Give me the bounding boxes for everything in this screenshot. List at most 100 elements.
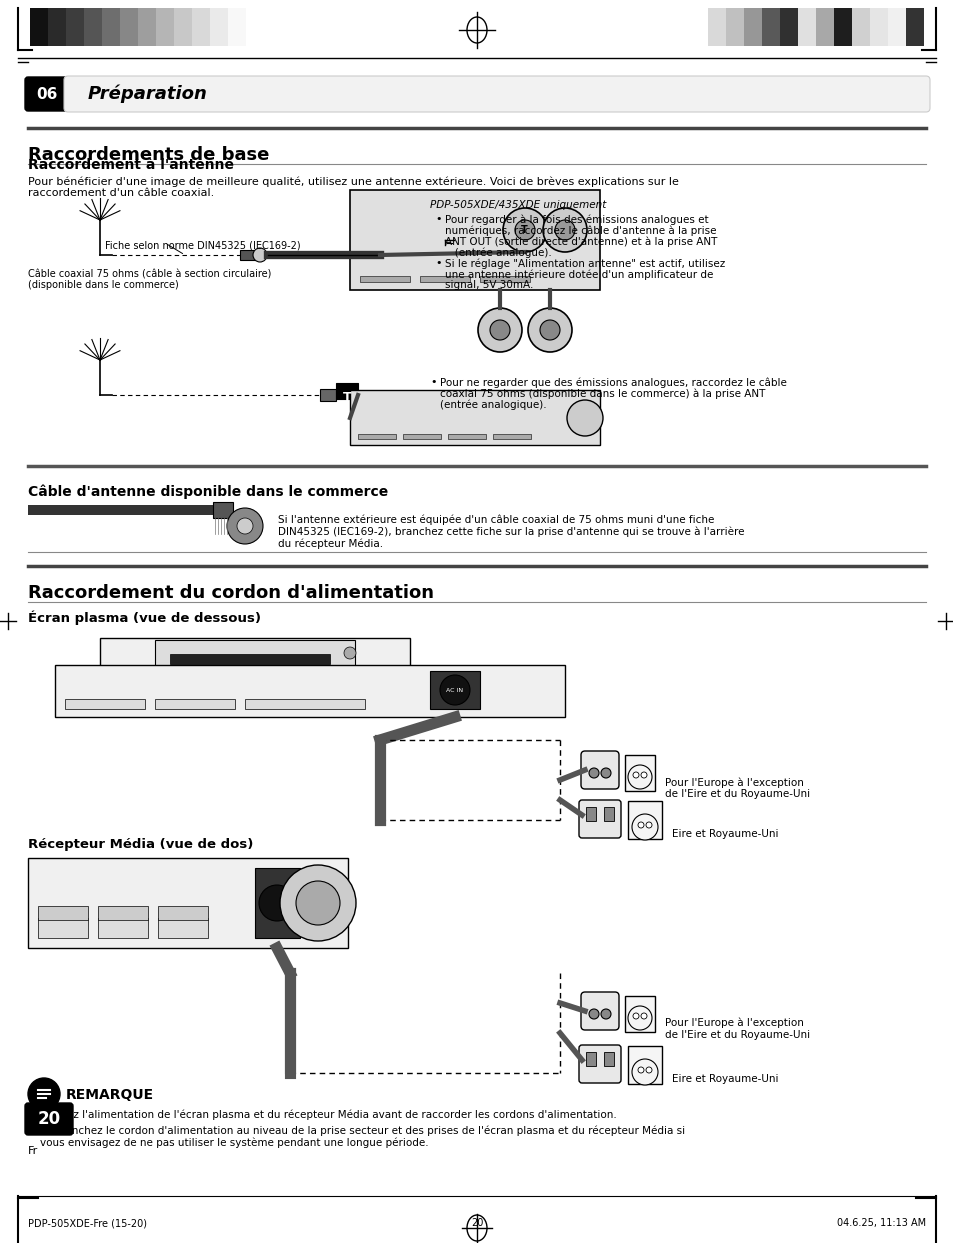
Bar bbox=[65, 699, 145, 709]
Bar bbox=[55, 665, 564, 717]
Bar bbox=[170, 654, 330, 664]
Circle shape bbox=[645, 1066, 651, 1073]
Bar bbox=[102, 7, 120, 46]
Bar bbox=[833, 7, 851, 46]
Text: Coupez l'alimentation de l'écran plasma et du récepteur Média avant de raccorder: Coupez l'alimentation de l'écran plasma … bbox=[40, 1110, 616, 1120]
Bar bbox=[254, 868, 299, 938]
Bar bbox=[585, 1052, 596, 1066]
Text: T: T bbox=[520, 225, 527, 235]
FancyBboxPatch shape bbox=[580, 992, 618, 1030]
Text: Câble d'antenne disponible dans le commerce: Câble d'antenne disponible dans le comme… bbox=[28, 484, 388, 498]
Circle shape bbox=[631, 1059, 658, 1085]
Bar bbox=[48, 7, 66, 46]
Circle shape bbox=[640, 1013, 646, 1019]
Circle shape bbox=[631, 814, 658, 840]
Bar bbox=[725, 7, 743, 46]
FancyBboxPatch shape bbox=[64, 76, 929, 112]
FancyBboxPatch shape bbox=[25, 1103, 73, 1135]
Circle shape bbox=[633, 1013, 639, 1019]
Bar bbox=[624, 996, 655, 1032]
Bar bbox=[627, 1047, 661, 1084]
Circle shape bbox=[295, 881, 339, 925]
Circle shape bbox=[227, 508, 263, 544]
Bar bbox=[350, 190, 599, 290]
Bar bbox=[98, 919, 148, 938]
Bar bbox=[154, 699, 234, 709]
Bar bbox=[479, 276, 530, 282]
Circle shape bbox=[638, 822, 643, 828]
Circle shape bbox=[502, 208, 546, 252]
Text: T: T bbox=[342, 392, 351, 404]
Circle shape bbox=[645, 822, 651, 828]
Text: Écran plasma (vue de dessous): Écran plasma (vue de dessous) bbox=[28, 610, 261, 624]
Text: PDP-505XDE/435XDE uniquement: PDP-505XDE/435XDE uniquement bbox=[430, 200, 606, 210]
Bar bbox=[707, 7, 725, 46]
Circle shape bbox=[633, 772, 639, 778]
Text: AC IN: AC IN bbox=[446, 687, 463, 692]
Circle shape bbox=[267, 252, 273, 259]
Bar bbox=[624, 755, 655, 791]
Bar bbox=[120, 7, 138, 46]
Bar bbox=[869, 7, 887, 46]
Bar bbox=[419, 276, 470, 282]
Circle shape bbox=[600, 1009, 610, 1019]
Circle shape bbox=[253, 249, 267, 262]
Text: Raccordement du cordon d'alimentation: Raccordement du cordon d'alimentation bbox=[28, 584, 434, 602]
Text: Si l'antenne extérieure est équipée d'un câble coaxial de 75 ohms muni d'une fic: Si l'antenne extérieure est équipée d'un… bbox=[277, 515, 714, 525]
Bar bbox=[627, 800, 661, 839]
Text: de l'Eire et du Royaume-Uni: de l'Eire et du Royaume-Uni bbox=[664, 789, 809, 799]
Circle shape bbox=[515, 220, 535, 240]
Bar bbox=[448, 434, 485, 439]
Bar bbox=[228, 7, 246, 46]
Text: 06: 06 bbox=[36, 87, 57, 102]
Circle shape bbox=[477, 308, 521, 352]
Text: 04.6.25, 11:13 AM: 04.6.25, 11:13 AM bbox=[836, 1218, 925, 1228]
Text: (entrée analogique).: (entrée analogique). bbox=[439, 399, 546, 409]
Bar bbox=[158, 919, 208, 938]
Text: DIN45325 (IEC169-2), branchez cette fiche sur la prise d'antenne qui se trouve à: DIN45325 (IEC169-2), branchez cette fich… bbox=[277, 526, 743, 537]
Circle shape bbox=[439, 675, 470, 705]
Circle shape bbox=[627, 764, 651, 789]
Text: une antenne intérieure dotée d'un amplificateur de: une antenne intérieure dotée d'un amplif… bbox=[444, 268, 713, 280]
Bar bbox=[192, 7, 210, 46]
Text: Préparation: Préparation bbox=[88, 85, 208, 103]
Bar bbox=[319, 389, 335, 401]
FancyBboxPatch shape bbox=[25, 77, 69, 111]
Text: •: • bbox=[435, 214, 441, 224]
Text: Pour l'Europe à l'exception: Pour l'Europe à l'exception bbox=[664, 777, 803, 788]
Text: Pour regarder à la fois des émissions analogues et: Pour regarder à la fois des émissions an… bbox=[444, 214, 708, 225]
Bar bbox=[797, 7, 815, 46]
Text: Débranchez le cordon d'alimentation au niveau de la prise secteur et des prises : Débranchez le cordon d'alimentation au n… bbox=[40, 1126, 684, 1136]
Circle shape bbox=[640, 772, 646, 778]
Circle shape bbox=[566, 400, 602, 436]
Bar bbox=[585, 807, 596, 820]
Circle shape bbox=[28, 1078, 60, 1110]
Bar bbox=[603, 807, 614, 820]
FancyBboxPatch shape bbox=[578, 800, 620, 838]
Bar bbox=[98, 906, 148, 920]
Bar bbox=[359, 276, 410, 282]
Bar bbox=[38, 906, 88, 920]
Text: (disponible dans le commerce): (disponible dans le commerce) bbox=[28, 280, 178, 290]
Bar bbox=[603, 1052, 614, 1066]
Text: REMARQUE: REMARQUE bbox=[66, 1088, 154, 1103]
Circle shape bbox=[280, 865, 355, 941]
Circle shape bbox=[527, 308, 572, 352]
Text: Pour ne regarder que des émissions analogues, raccordez le câble: Pour ne regarder que des émissions analo… bbox=[439, 377, 786, 388]
Bar bbox=[84, 7, 102, 46]
FancyBboxPatch shape bbox=[580, 751, 618, 789]
Bar bbox=[28, 858, 348, 948]
Text: •: • bbox=[430, 377, 436, 387]
Text: 20: 20 bbox=[37, 1110, 60, 1127]
Bar bbox=[887, 7, 905, 46]
Circle shape bbox=[344, 648, 355, 659]
Bar bbox=[213, 502, 233, 518]
Circle shape bbox=[258, 885, 294, 921]
Circle shape bbox=[588, 1009, 598, 1019]
Bar bbox=[210, 7, 228, 46]
Text: Eire et Royaume-Uni: Eire et Royaume-Uni bbox=[671, 1074, 778, 1084]
Text: •: • bbox=[435, 259, 441, 268]
Text: ANT OUT (sortie directe d'antenne) et à la prise ANT: ANT OUT (sortie directe d'antenne) et à … bbox=[444, 236, 717, 246]
Text: raccordement d'un câble coaxial.: raccordement d'un câble coaxial. bbox=[28, 188, 214, 198]
Bar bbox=[173, 7, 192, 46]
